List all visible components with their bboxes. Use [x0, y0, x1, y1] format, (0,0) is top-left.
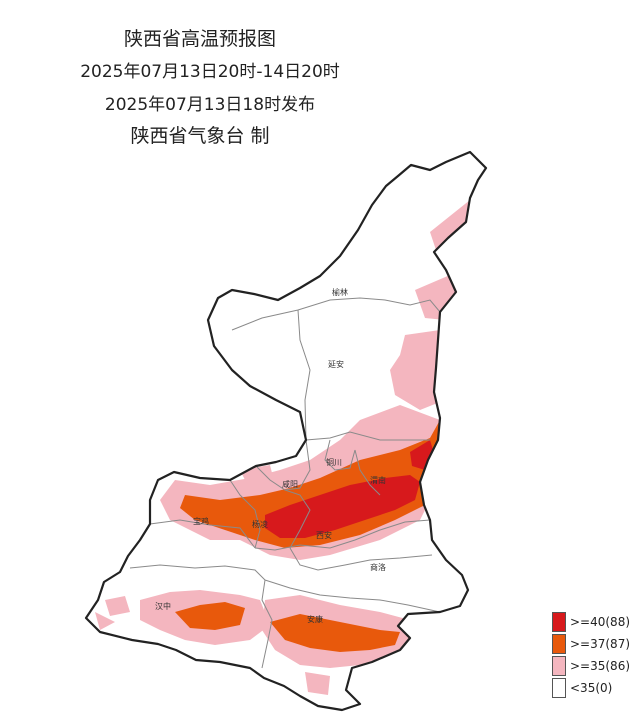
province-border [84, 150, 488, 712]
legend-swatch [552, 656, 566, 676]
district-boundaries [129, 297, 441, 669]
legend-label: >=35(86) [570, 659, 631, 673]
legend-label: >=40(88) [570, 615, 631, 629]
legend-label: >=37(87) [570, 637, 631, 651]
city-label-baoji: 宝鸡 [193, 516, 209, 526]
city-label-hanzhong: 汉中 [155, 601, 171, 611]
city-label-weinan: 渭南 [370, 475, 386, 485]
legend-label: <35(0) [570, 681, 613, 695]
city-label-xianyang: 咸阳 [282, 479, 298, 489]
city-label-yangling: 杨凌 [252, 519, 268, 529]
legend-swatch [552, 634, 566, 654]
city-label-yulin: 榆林 [332, 287, 348, 297]
legend-swatch [552, 678, 566, 698]
forecast-period: 2025年07月13日20时-14日20时 [80, 62, 340, 82]
map-title: 陕西省高温预报图 [123, 28, 276, 50]
issue-time: 2025年07月13日18时发布 [104, 95, 316, 115]
province-area [86, 152, 486, 710]
legend-swatch [552, 612, 566, 632]
city-label-ankang: 安康 [307, 614, 323, 624]
city-label-tongchuan: 铜川 [326, 457, 342, 467]
issuer: 陕西省气象台 制 [130, 125, 270, 147]
city-label-shangluo: 商洛 [370, 562, 386, 572]
city-label-xian: 西安 [316, 530, 332, 540]
city-label-yanan: 延安 [328, 359, 344, 369]
